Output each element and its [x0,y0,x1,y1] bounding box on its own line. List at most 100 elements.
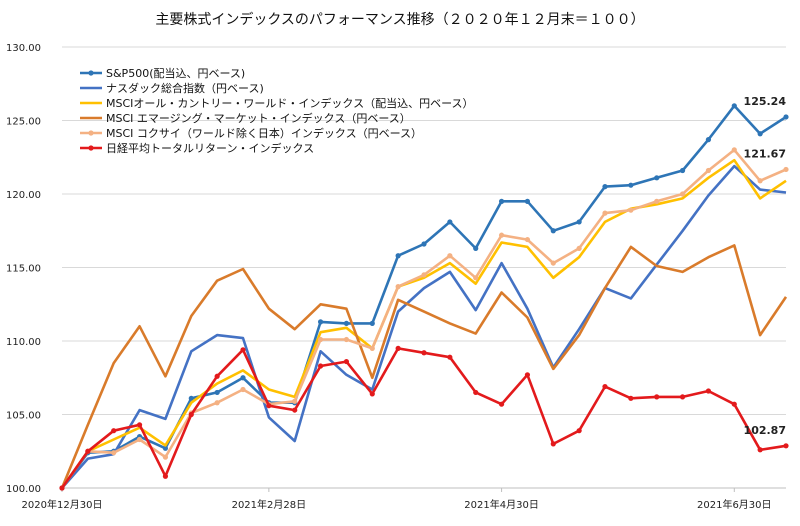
data-point [188,395,194,401]
series-line [60,244,788,489]
legend-item: 日経平均トータルリターン・インデックス [80,141,314,155]
data-point [576,219,582,225]
series-1 [61,164,787,489]
data-label: 102.87 [744,424,786,437]
data-point [576,245,582,251]
x-tick-label: 2021年2月28日 [232,498,307,511]
data-point [317,336,324,343]
legend-label: MSCI コクサイ（ワールド除く日本）インデックス（円ベース） [106,126,422,140]
data-point [343,320,350,326]
data-point [783,166,789,173]
data-point [524,236,531,243]
data-point [498,401,505,407]
data-point [421,241,427,247]
data-point [679,167,686,174]
data-point [111,450,117,456]
data-point [654,198,660,204]
legend-marker [88,70,94,76]
y-tick-label: 120.00 [6,190,41,201]
data-point [757,178,763,184]
data-point [447,219,453,225]
data-point [498,232,505,238]
data-point [214,400,220,406]
data-label: 125.24 [744,95,787,108]
series-2 [60,158,787,489]
data-point [731,103,737,109]
data-point [447,253,453,259]
legend-label: ナスダック総合指数（円ベース) [106,81,264,95]
data-point [783,114,789,120]
data-point [628,182,634,188]
data-point [111,428,117,434]
data-point [136,422,143,428]
series-layer [59,103,789,491]
data-point [473,389,479,396]
data-point [421,350,427,356]
y-tick-label: 100.00 [6,484,41,495]
data-point [628,395,634,401]
data-point [731,147,737,153]
data-point [162,454,169,460]
data-point [602,210,608,216]
y-tick-label: 130.00 [6,43,41,54]
data-point [214,389,220,396]
series-3 [60,244,788,489]
legend-label: 日経平均トータルリターン・インデックス [106,141,314,155]
data-point [447,354,453,360]
data-point [654,394,660,400]
data-point [679,191,686,197]
data-point [757,447,763,453]
data-point [162,445,169,451]
data-point [473,275,479,281]
x-tick-label: 2021年4月30日 [464,498,539,511]
data-point [498,198,505,204]
data-point [266,403,272,409]
legend-item: MSCI エマージング・マーケット・インデックス（円ベース） [80,111,411,125]
data-point [679,394,686,400]
data-point [576,428,582,434]
data-point [705,137,712,143]
data-point [524,198,531,204]
series-line [60,104,787,489]
data-point [369,345,375,351]
data-point [292,407,298,413]
legend: S&P500(配当込、円ベース)ナスダック総合指数（円ベース)MSCIオール・カ… [80,66,474,155]
data-point [602,383,608,390]
legend-marker [88,130,94,136]
legend-label: MSCI エマージング・マーケット・インデックス（円ベース） [106,111,411,125]
data-point [162,473,169,479]
data-point [240,347,246,353]
data-point [214,373,220,379]
y-tick-label: 125.00 [6,117,41,128]
data-point [731,401,737,407]
series-5 [59,345,789,491]
data-point [85,448,91,454]
data-point [395,284,401,290]
data-point [654,175,660,181]
y-tick-label: 105.00 [6,411,41,422]
data-point [524,372,531,378]
data-point [757,131,763,137]
data-point [705,167,712,174]
data-label: 121.67 [744,147,786,160]
data-point [550,228,556,234]
data-point [317,363,324,369]
x-tick-label: 2021年6月30日 [697,498,772,511]
legend-label: S&P500(配当込、円ベース) [106,66,245,80]
axis-layer: 100.00 105.00 110.00 115.00 120.00 125.00 130.… [6,43,786,511]
legend-item: MSCIオール・カントリー・ワールド・インデックス（配当込、円ベース） [80,96,474,110]
legend-label: MSCIオール・カントリー・ワールド・インデックス（配当込、円ベース） [106,96,474,110]
annotation-layer: 125.24 121.67 102.87 [744,95,787,437]
data-point [343,358,350,365]
data-point [395,253,401,259]
data-point [705,388,712,394]
data-point [550,260,556,266]
series-line [60,347,787,489]
data-point [240,386,246,393]
data-point [59,485,65,491]
data-point [602,184,608,190]
legend-item: MSCI コクサイ（ワールド除く日本）インデックス（円ベース） [80,126,422,140]
series-0 [59,103,789,491]
data-point [369,391,375,397]
